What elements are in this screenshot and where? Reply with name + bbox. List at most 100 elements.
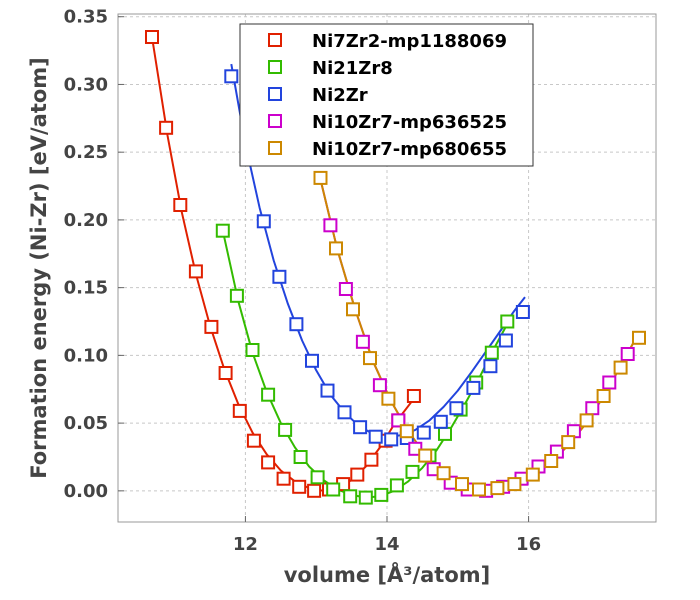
data-point (224, 69, 239, 84)
data-point (329, 241, 343, 256)
data-point (358, 490, 373, 505)
y-tick-label: 0.20 (64, 210, 108, 231)
axis-ticks: 12 14 16 0.00 0.05 0.10 0.15 0.20 0.25 0.30 0.35 (64, 7, 542, 555)
series-markers (313, 170, 646, 497)
data-point (313, 170, 328, 185)
data-point (256, 214, 271, 229)
data-point (355, 334, 370, 349)
data-point (391, 413, 406, 428)
data-point (364, 452, 379, 467)
data-point (602, 375, 617, 390)
legend-swatch (268, 141, 282, 155)
data-point (343, 489, 358, 504)
legend-swatch (268, 60, 282, 74)
data-point (173, 198, 188, 212)
data-point (326, 482, 341, 497)
data-point (350, 467, 365, 482)
data-point (292, 479, 307, 494)
data-point (507, 477, 522, 492)
data-point (455, 477, 469, 492)
data-point (418, 448, 433, 463)
data-point (389, 478, 404, 493)
legend-label: Ni2Zr (312, 85, 368, 106)
data-point (561, 435, 576, 450)
y-tick-label: 0.25 (64, 142, 108, 163)
series-markers (224, 69, 530, 447)
data-point (261, 387, 276, 402)
data-point (585, 401, 600, 416)
data-point (261, 455, 276, 470)
data-point (405, 464, 420, 479)
x-axis-title: volume [Å³/atom] (284, 562, 491, 587)
legend-label: Ni10Zr7-mp636525 (312, 112, 507, 133)
data-point (406, 389, 421, 403)
data-point (436, 466, 451, 481)
data-point (515, 305, 530, 319)
data-point (613, 360, 628, 375)
data-point (307, 483, 322, 498)
data-point (289, 317, 304, 332)
data-point (320, 383, 335, 398)
legend-label: Ni10Zr7-mp680655 (312, 139, 507, 160)
data-point (159, 120, 174, 135)
legend: Ni7Zr2-mp1188069 Ni21Zr8 Ni2Zr Ni10Zr7-mp63… (239, 23, 534, 167)
data-point (353, 420, 368, 435)
y-tick-label: 0.35 (64, 7, 108, 28)
y-tick-label: 0.05 (64, 413, 108, 434)
series-markers (215, 223, 515, 505)
data-point (449, 401, 464, 416)
data-point (372, 378, 387, 393)
data-point (579, 413, 594, 428)
x-tick-label: 16 (516, 534, 541, 555)
legend-box (239, 23, 534, 167)
data-point (293, 450, 308, 464)
data-point (323, 218, 338, 233)
data-point (145, 30, 159, 44)
data-point (229, 288, 244, 303)
data-point (346, 302, 360, 317)
data-point (620, 347, 635, 361)
data-point (500, 314, 515, 329)
legend-swatch (268, 33, 282, 47)
data-point (338, 282, 353, 296)
data-point (399, 424, 414, 439)
data-point (472, 482, 486, 497)
data-point (596, 389, 611, 403)
data-point (438, 426, 452, 441)
x-tick-label: 14 (374, 534, 399, 555)
data-point (246, 433, 261, 448)
data-point (374, 487, 389, 502)
data-point (416, 425, 431, 440)
data-point (245, 343, 260, 357)
data-point (218, 366, 233, 380)
data-point (384, 432, 399, 447)
data-point (525, 467, 540, 482)
data-point (484, 345, 499, 360)
data-point (632, 330, 646, 345)
data-point (305, 353, 319, 368)
y-tick-label: 0.00 (64, 481, 108, 502)
data-point (204, 319, 219, 334)
x-tick-label: 12 (233, 534, 258, 555)
data-point (276, 471, 291, 486)
data-point (490, 481, 505, 496)
legend-label: Ni7Zr2-mp1188069 (312, 31, 507, 52)
data-point (232, 403, 247, 418)
data-point (278, 422, 293, 437)
data-point (310, 470, 325, 485)
y-tick-label: 0.15 (64, 278, 108, 299)
y-tick-label: 0.30 (64, 74, 108, 95)
data-point (368, 429, 383, 444)
data-point (483, 359, 498, 374)
data-point (498, 333, 513, 348)
data-point (215, 223, 230, 238)
data-markers (145, 30, 646, 505)
legend-swatch (268, 87, 282, 101)
data-point (272, 269, 287, 284)
legend-swatch (268, 114, 282, 128)
data-point (363, 351, 377, 366)
data-point (337, 405, 352, 420)
data-point (544, 454, 559, 468)
y-axis-title: Formation energy (Ni-Zr) [eV/atom] (27, 57, 51, 479)
